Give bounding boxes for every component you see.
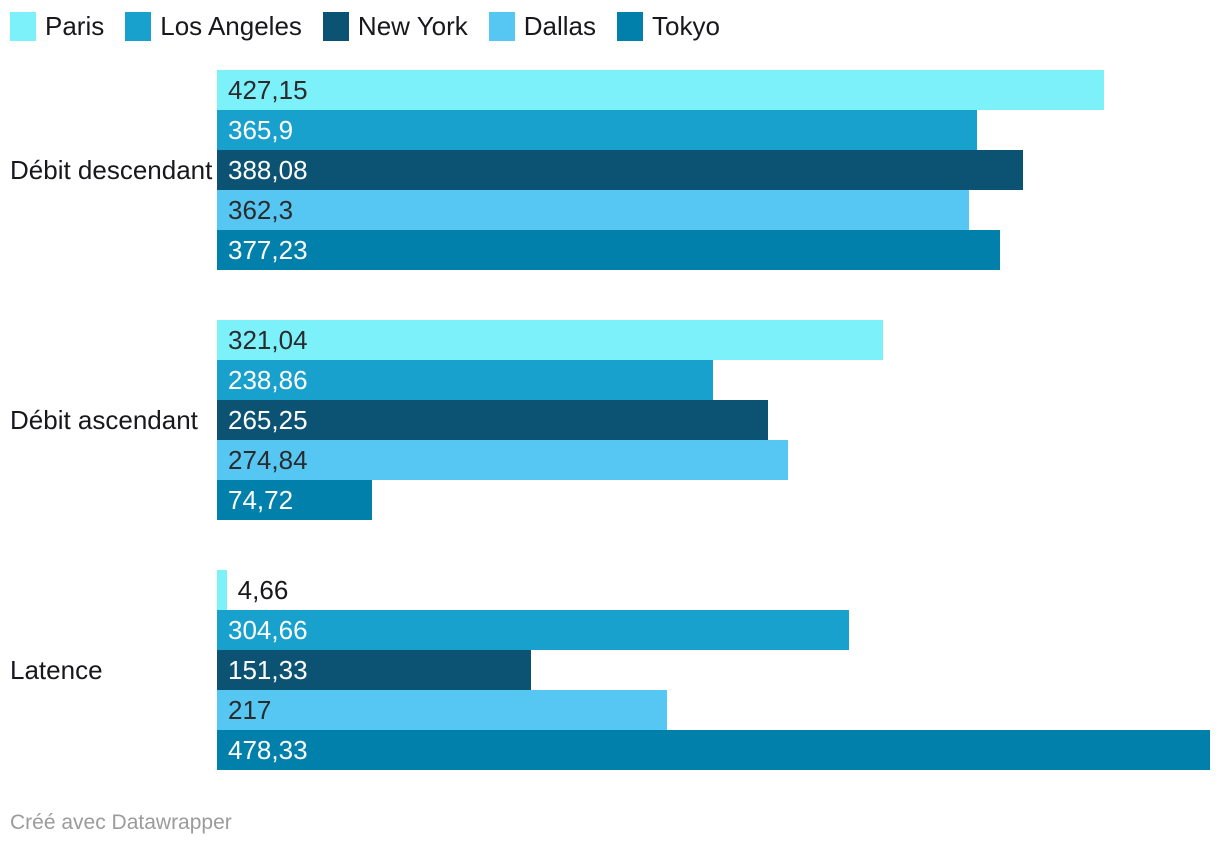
legend-swatch-icon: [10, 11, 36, 41]
bar-los-angeles: [217, 610, 850, 650]
legend-label: Paris: [45, 11, 105, 41]
legend-swatch-icon: [322, 11, 349, 41]
bar-paris: [217, 320, 884, 360]
bar-row: 321,04: [217, 320, 1220, 360]
value-label: 388,08: [228, 155, 308, 185]
bar-tokyo: [217, 480, 373, 520]
bar-los-angeles: [217, 360, 713, 400]
legend-label: Tokyo: [652, 11, 720, 41]
bar-new-york: [217, 150, 1023, 190]
bar-tokyo: [217, 230, 1001, 270]
value-label: 304,66: [228, 615, 308, 645]
category-label: Débit ascendant: [10, 405, 198, 435]
value-label: 151,33: [228, 655, 308, 685]
value-label: 427,15: [228, 75, 308, 105]
value-label: 478,33: [228, 735, 308, 765]
value-label: 377,23: [228, 235, 308, 265]
legend-item-dallas: Dallas: [488, 11, 597, 41]
credit-line: Créé avec Datawrapper: [10, 811, 232, 834]
legend: Paris Los Angeles New York Dallas Tokyo: [10, 11, 720, 41]
bar-row: 362,3: [217, 190, 1220, 230]
bar-dallas: [217, 190, 970, 230]
bar-new-york: [217, 650, 532, 690]
bar-row: 238,86: [217, 360, 1220, 400]
bar-dallas: [217, 690, 668, 730]
category-label: Latence: [10, 655, 103, 685]
bar-row: 4,66: [217, 570, 1220, 610]
legend-label: Dallas: [523, 11, 597, 41]
legend-item-paris: Paris: [10, 11, 104, 41]
bar-row: 274,84: [217, 440, 1220, 480]
legend-item-los-angeles: Los Angeles: [125, 11, 302, 41]
value-label: 4,66: [237, 575, 289, 605]
legend-item-new-york: New York: [322, 11, 468, 41]
value-label: 321,04: [228, 325, 308, 355]
bar-row: 478,33: [217, 730, 1220, 770]
legend-label: Los Angeles: [160, 11, 302, 41]
bar-row: 265,25: [217, 400, 1220, 440]
value-label: 74,72: [228, 485, 294, 515]
bar-chart: 427,15 365,9 388,08 362,3 377,23 Débit descen…: [10, 70, 1220, 770]
bar-row: 377,23: [217, 230, 1220, 270]
bar-row: 365,9: [217, 110, 1220, 150]
legend-swatch-icon: [125, 11, 152, 41]
category-label: Débit descendant: [10, 155, 213, 185]
value-label: 362,3: [228, 195, 294, 225]
bar-los-angeles: [217, 110, 977, 150]
legend-swatch-icon: [488, 11, 515, 41]
bar-paris: [217, 70, 1104, 110]
bar-row: 304,66: [217, 610, 1220, 650]
bar-dallas: [217, 440, 788, 480]
value-label: 217: [228, 695, 272, 725]
bar-row: 388,08: [217, 150, 1220, 190]
bar-row: 74,72: [217, 480, 1220, 520]
value-label: 238,86: [228, 365, 308, 395]
bar-group-latence: 4,66 304,66 151,33 217 478,33: [217, 570, 1220, 770]
legend-swatch-icon: [617, 11, 644, 41]
bar-paris: [217, 570, 227, 610]
legend-item-tokyo: Tokyo: [617, 11, 720, 41]
bar-group-d-bit-ascendant: 321,04 238,86 265,25 274,84 74,72: [217, 320, 1220, 520]
bar-new-york: [217, 400, 768, 440]
value-label: 365,9: [228, 115, 294, 145]
value-label: 265,25: [228, 405, 308, 435]
bar-row: 151,33: [217, 650, 1220, 690]
bar-tokyo: [217, 730, 1210, 770]
value-label: 274,84: [228, 445, 308, 475]
legend-label: New York: [357, 11, 468, 41]
bar-group-d-bit-descendant: 427,15 365,9 388,08 362,3 377,23: [217, 70, 1220, 270]
bar-row: 427,15: [217, 70, 1220, 110]
bar-row: 217: [217, 690, 1220, 730]
